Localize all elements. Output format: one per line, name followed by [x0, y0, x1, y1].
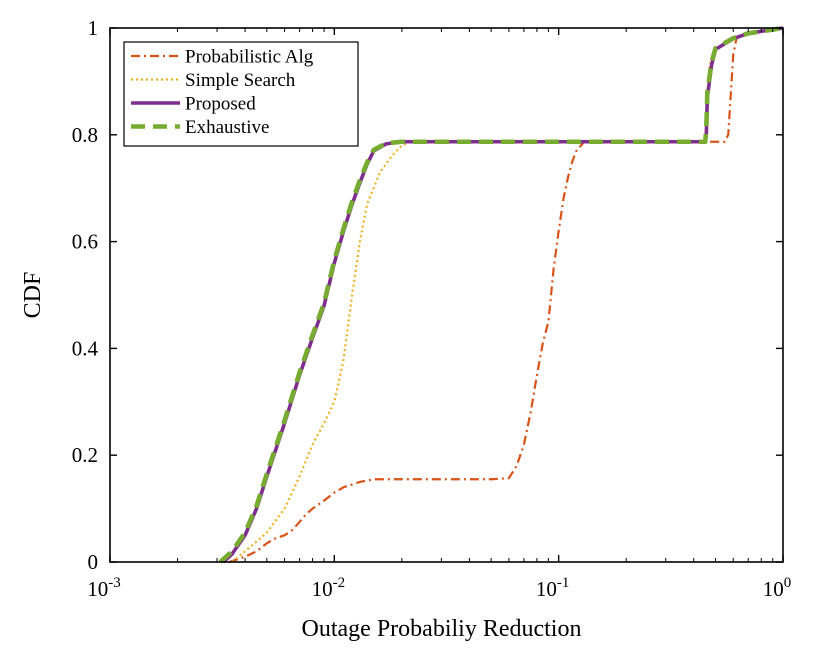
legend-label: Proposed: [185, 94, 256, 115]
x-tick-label: 10-2: [312, 575, 346, 601]
x-tick-label: 10-3: [87, 575, 121, 601]
x-tick-label: 10-1: [536, 575, 570, 601]
series-line-exhaustive: [218, 25, 784, 564]
legend-label: Probabilistic Alg: [185, 47, 314, 68]
y-tick-label: 0.8: [72, 123, 98, 147]
legend-label: Exhaustive: [185, 117, 269, 138]
y-axis-label: CDF: [20, 272, 46, 319]
series-layer: [218, 25, 784, 564]
legend-label: Simple Search: [185, 70, 296, 91]
plot-frame: [109, 27, 784, 563]
x-tick-label: 100: [763, 575, 792, 601]
y-tick-label: 0.6: [72, 230, 98, 254]
y-tick-label: 0.4: [72, 336, 99, 360]
y-tick-label: 0: [88, 550, 99, 574]
y-tick-label: 1: [88, 16, 99, 40]
y-tick-label: 0.2: [72, 443, 98, 467]
ticks-layer: 10-3 10-2 10-1 100 0 0.2 0.4 0.6 0.8 1: [72, 16, 792, 601]
series-line-probabilistic-alg: [228, 26, 784, 564]
x-axis-label: Outage Probabiliy Reduction: [302, 616, 582, 642]
series-line-simple-search: [231, 26, 784, 563]
